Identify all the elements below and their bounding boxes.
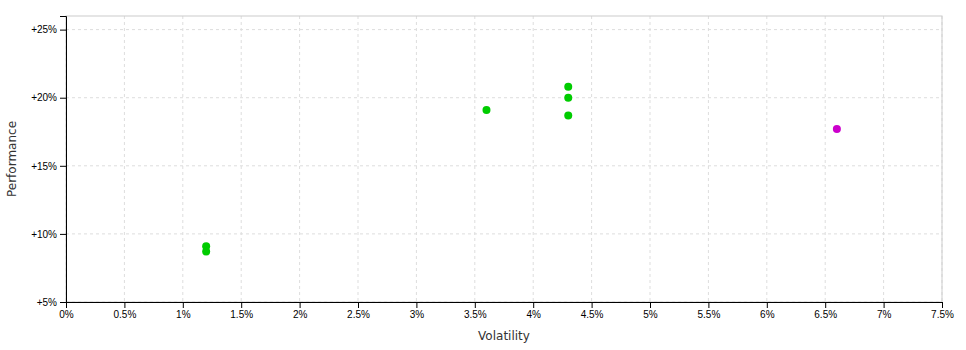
tick: 1% — [176, 302, 191, 320]
grid-line — [825, 16, 826, 302]
tick-mark — [650, 302, 651, 308]
series — [202, 83, 572, 256]
tick-mark — [300, 302, 301, 308]
tick-mark — [767, 302, 768, 308]
tick-label: 2.5% — [347, 309, 370, 320]
tick: 5.5% — [698, 302, 721, 320]
grid-line — [124, 16, 125, 302]
tick-mark — [241, 302, 242, 308]
tick-mark — [358, 302, 359, 308]
axis-line — [60, 17, 67, 303]
tick-label: +25% — [31, 24, 57, 35]
grid-line — [474, 16, 475, 302]
x-axis: 0% 0.5% 1% 1.5% 2% 2.5% 3% 3.5% 4% 4.5% 5% 5.5% 6% 6.… — [59, 302, 954, 320]
tick-mark — [416, 302, 417, 308]
grid-line — [766, 16, 767, 302]
tick-mark — [60, 302, 66, 303]
tick: 7% — [877, 302, 892, 320]
tick-label: 4% — [526, 309, 541, 320]
grid-line — [416, 16, 417, 302]
tick: 6% — [760, 302, 775, 320]
tick: 2% — [293, 302, 308, 320]
tick-label: +5% — [37, 297, 57, 308]
plot: 0% 0.5% 1% 1.5% 2% 2.5% 3% 3.5% 4% 4.5% 5% 5.5% 6% 6.… — [31, 16, 954, 320]
tick-mark — [592, 302, 593, 308]
tick-label: 1% — [176, 309, 191, 320]
tick-label: 0.5% — [114, 309, 137, 320]
tick: +25% — [31, 24, 66, 35]
axis-line — [67, 303, 943, 309]
tick: +10% — [31, 229, 66, 240]
tick-mark — [942, 302, 943, 308]
tick-label: +15% — [31, 161, 57, 172]
plot-frame — [66, 16, 942, 302]
point — [564, 111, 572, 119]
tick: 3% — [410, 302, 425, 320]
tick-label: +10% — [31, 229, 57, 240]
tick: 4% — [526, 302, 541, 320]
point — [202, 248, 210, 256]
grid-line — [533, 16, 534, 302]
tick-label: +20% — [31, 92, 57, 103]
grid — [66, 16, 942, 302]
tick: 6.5% — [814, 302, 837, 320]
tick-mark — [60, 234, 66, 235]
tick-mark — [884, 302, 885, 308]
grid-line — [182, 16, 183, 302]
tick-mark — [825, 302, 826, 308]
x-axis-title: Volatility — [478, 329, 530, 343]
points — [202, 83, 841, 256]
grid-line — [241, 16, 242, 302]
grid-line — [299, 16, 300, 302]
grid-line — [708, 16, 709, 302]
tick-mark — [475, 302, 476, 308]
tick: 5% — [643, 302, 658, 320]
tick-label: 3.5% — [464, 309, 487, 320]
point — [564, 83, 572, 91]
tick: 7.5% — [931, 302, 954, 320]
y-axis: +5% +10% +15% +20% +25% — [31, 17, 66, 308]
tick-mark — [60, 30, 66, 31]
tick: +20% — [31, 92, 66, 103]
grid-line — [66, 97, 942, 98]
grid-line — [66, 165, 942, 166]
tick-label: 0% — [59, 309, 74, 320]
tick-label: 6% — [760, 309, 775, 320]
tick-label: 1.5% — [230, 309, 253, 320]
tick: 0% — [59, 302, 74, 320]
tick-label: 4.5% — [581, 309, 604, 320]
grid-line — [650, 16, 651, 302]
tick-mark — [60, 98, 66, 99]
y-axis-title: Performance — [5, 121, 19, 197]
tick-label: 2% — [293, 309, 308, 320]
tick: 3.5% — [464, 302, 487, 320]
point — [482, 106, 490, 114]
tick: 1.5% — [230, 302, 253, 320]
tick-mark — [533, 302, 534, 308]
tick-mark — [183, 302, 184, 308]
grid-line — [66, 233, 942, 234]
tick-label: 3% — [410, 309, 425, 320]
point — [564, 94, 572, 102]
tick-mark — [60, 166, 66, 167]
grid-line — [591, 16, 592, 302]
tick-label: 5% — [643, 309, 658, 320]
chart: 0% 0.5% 1% 1.5% 2% 2.5% 3% 3.5% 4% 4.5% 5% 5.5% 6% 6.… — [0, 0, 966, 350]
tick-label: 6.5% — [814, 309, 837, 320]
grid-line — [358, 16, 359, 302]
tick-label: 7% — [877, 309, 892, 320]
tick: 2.5% — [347, 302, 370, 320]
point — [833, 125, 841, 133]
grid-line — [883, 16, 884, 302]
tick-mark — [708, 302, 709, 308]
tick: 4.5% — [581, 302, 604, 320]
tick: +5% — [37, 297, 66, 308]
tick-label: 7.5% — [931, 309, 954, 320]
tick: +15% — [31, 161, 66, 172]
series — [833, 125, 841, 133]
grid-line — [66, 29, 942, 30]
tick: 0.5% — [114, 302, 137, 320]
tick-label: 5.5% — [698, 309, 721, 320]
tick-mark — [124, 302, 125, 308]
